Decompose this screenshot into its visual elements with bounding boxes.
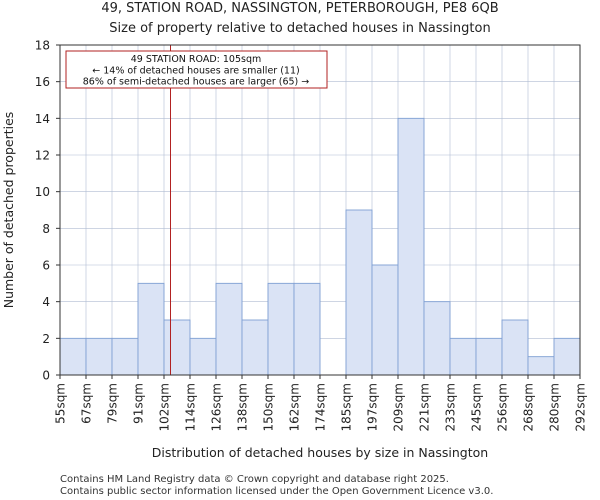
bar [449, 337, 477, 376]
x-tick-label: 245sqm [470, 383, 484, 431]
x-tick-label: 209sqm [392, 383, 406, 431]
x-tick-label: 256sqm [496, 383, 510, 431]
x-tick-label: 102sqm [158, 383, 172, 431]
annotation-line-3: 86% of semi-detached houses are larger (… [83, 77, 310, 88]
x-tick-label: 233sqm [444, 383, 458, 431]
annotation-line-2: ← 14% of detached houses are smaller (11… [92, 66, 299, 77]
bar [345, 209, 373, 376]
y-tick-label: 12 [35, 149, 50, 163]
bar [397, 117, 425, 376]
y-axis-label: Number of detached properties [1, 112, 16, 309]
x-tick-label: 138sqm [236, 383, 250, 431]
x-tick-label: 221sqm [418, 383, 432, 431]
bar [59, 337, 87, 376]
bar [137, 282, 165, 376]
y-tick-label: 14 [35, 112, 50, 126]
bar [215, 282, 243, 376]
annotation-line-1: 49 STATION ROAD: 105sqm [131, 54, 262, 65]
chart-subtitle: Size of property relative to detached ho… [109, 21, 490, 36]
bar [501, 319, 529, 376]
y-tick-label: 0 [42, 369, 50, 383]
x-tick-label: 162sqm [288, 383, 302, 431]
bar [163, 319, 191, 376]
x-tick-label: 268sqm [522, 383, 536, 431]
x-axis-label: Distribution of detached houses by size … [152, 445, 488, 460]
x-tick-label: 280sqm [548, 383, 562, 431]
y-tick-label: 2 [42, 332, 50, 346]
bars [59, 117, 581, 376]
bar [527, 356, 555, 376]
bar [475, 337, 503, 376]
x-tick-label: 55sqm [54, 383, 68, 424]
x-tick-label: 79sqm [106, 383, 120, 424]
x-tick-label: 150sqm [262, 383, 276, 431]
x-tick-label: 174sqm [314, 383, 328, 431]
x-tick-label: 67sqm [80, 383, 94, 424]
x-tick-label: 126sqm [210, 383, 224, 431]
annotation-box: 49 STATION ROAD: 105sqm ← 14% of detache… [65, 50, 328, 89]
x-tick-label: 114sqm [184, 383, 198, 431]
x-tick-label: 185sqm [340, 383, 354, 431]
footer-line-2: Contains public sector information licen… [60, 486, 493, 497]
y-tick-label: 6 [42, 259, 50, 273]
annotation-frame [65, 50, 328, 89]
x-tick-label: 91sqm [132, 383, 146, 424]
x-axis-ticks: 55sqm 67sqm 79sqm 91sqm 102sqm 114sqm 126sqm 13… [54, 375, 588, 431]
bar [241, 319, 269, 376]
y-tick-label: 10 [35, 185, 50, 199]
x-tick-label: 292sqm [574, 383, 588, 431]
y-axis-ticks: 0 2 4 6 8 10 12 14 16 18 [35, 39, 60, 383]
bar [293, 282, 321, 376]
bar [267, 282, 295, 376]
x-tick-label: 197sqm [366, 383, 380, 431]
bar [111, 337, 139, 376]
bar [553, 337, 581, 376]
y-tick-label: 8 [42, 222, 50, 236]
plot-frame [59, 44, 581, 376]
bar [423, 301, 451, 376]
y-tick-label: 18 [35, 39, 50, 53]
footer-line-1: Contains HM Land Registry data © Crown c… [60, 474, 449, 485]
bar [371, 264, 399, 376]
y-tick-label: 4 [42, 295, 50, 309]
y-tick-label: 16 [35, 75, 50, 89]
bar [85, 337, 113, 376]
chart-title: 49, STATION ROAD, NASSINGTON, PETERBOROU… [101, 1, 498, 16]
bar [189, 337, 217, 376]
